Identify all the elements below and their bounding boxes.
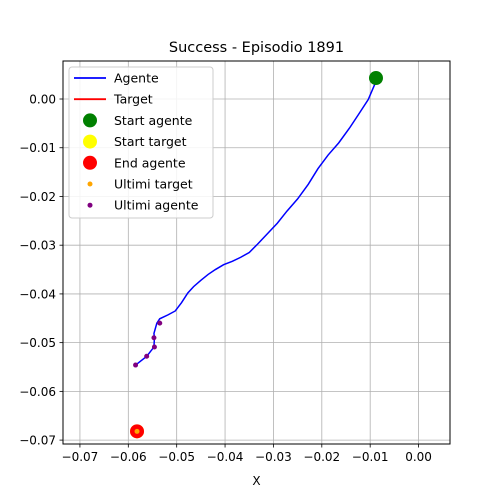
x-axis-label: X bbox=[252, 474, 260, 488]
last-agent-point bbox=[133, 362, 139, 368]
legend-marker-swatch bbox=[87, 202, 93, 208]
chart-title: Success - Episodio 1891 bbox=[169, 40, 344, 56]
x-tick-label: −0.03 bbox=[255, 450, 292, 464]
y-tick-label: −0.04 bbox=[19, 287, 56, 301]
legend-label: Ultimi agente bbox=[114, 198, 199, 213]
y-tick-label: −0.06 bbox=[19, 385, 56, 399]
x-tick-label: −0.06 bbox=[110, 450, 147, 464]
last-agent-point bbox=[144, 353, 150, 359]
legend-marker-swatch bbox=[87, 181, 93, 187]
legend-label: Target bbox=[113, 92, 153, 107]
last-agent-point bbox=[151, 344, 157, 350]
y-tick-label: −0.02 bbox=[19, 190, 56, 204]
y-tick-label: −0.07 bbox=[19, 434, 56, 448]
legend-marker-swatch bbox=[83, 113, 97, 128]
legend-label: Start target bbox=[114, 134, 187, 149]
x-tick-label: −0.05 bbox=[158, 450, 195, 464]
x-tick-label: 0.00 bbox=[405, 450, 432, 464]
y-tick-label: −0.05 bbox=[19, 336, 56, 350]
legend-label: End agente bbox=[114, 155, 186, 170]
axes-frame bbox=[62, 60, 451, 445]
legend: Agente Target Start agente Start target End … bbox=[68, 66, 214, 219]
legend-marker-swatch bbox=[83, 155, 97, 170]
x-tick-label: −0.04 bbox=[207, 450, 244, 464]
legend-label: Start agente bbox=[114, 113, 193, 128]
last-target-point bbox=[134, 428, 140, 434]
agent-path-line bbox=[135, 81, 377, 366]
y-tick-label: −0.01 bbox=[19, 141, 56, 155]
y-tick-label: 0.00 bbox=[29, 93, 56, 107]
legend-label: Ultimi target bbox=[114, 177, 193, 192]
x-tick-label: −0.01 bbox=[352, 450, 389, 464]
legend-box bbox=[68, 66, 214, 219]
x-tick-label: −0.02 bbox=[303, 450, 340, 464]
last-agent-point bbox=[151, 335, 157, 341]
x-tick-label: −0.07 bbox=[62, 450, 99, 464]
start-agent-marker bbox=[368, 71, 383, 86]
legend-marker-swatch bbox=[83, 134, 97, 149]
y-tick-label: −0.03 bbox=[19, 239, 56, 253]
last-agent-point bbox=[157, 320, 163, 326]
legend-label: Agente bbox=[114, 71, 159, 86]
x-axis: −0.07 −0.06 −0.05 −0.04 −0.03 −0.02 −0.01 0.00 bbox=[62, 444, 432, 464]
y-axis: 0.00 −0.01 −0.02 −0.03 −0.04 −0.05 −0.06 −0.07 bbox=[19, 93, 63, 448]
plot-area bbox=[130, 71, 383, 439]
